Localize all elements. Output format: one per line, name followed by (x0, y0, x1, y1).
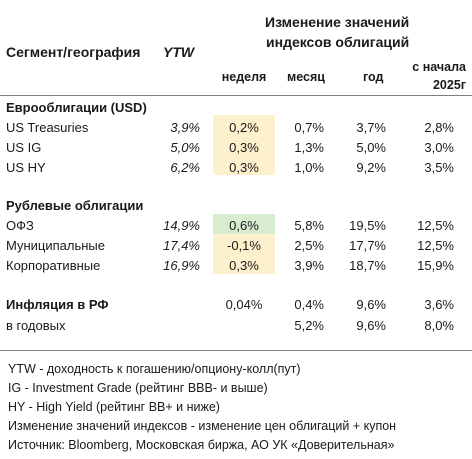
col-week-header: неделя (221, 70, 267, 84)
week-highlight-ofz (213, 214, 275, 234)
note-ytw: YTW - доходность к погашению/опциону-кол… (8, 362, 301, 376)
row-name: US Treasuries (6, 120, 89, 135)
row-name: ОФЗ (6, 218, 34, 233)
note-hy: HY - High Yield (рейтинг BB+ и ниже) (8, 400, 220, 414)
row-ytw: 14,9% (163, 218, 200, 233)
notes-rule (0, 350, 472, 351)
row-ytd: 3,0% (424, 140, 454, 155)
change-title-line1: Изменение значений (265, 14, 410, 30)
inflation-annual-month: 5,2% (294, 318, 324, 333)
row-name: Корпоративные (6, 258, 101, 273)
row-ytw: 17,4% (163, 238, 200, 253)
row-year: 17,7% (349, 238, 386, 253)
row-ytw: 3,9% (170, 120, 200, 135)
note-index-change: Изменение значений индексов - изменение … (8, 419, 397, 433)
row-ytd: 12,5% (417, 238, 454, 253)
row-year: 19,5% (349, 218, 386, 233)
inflation-annual-year: 9,6% (356, 318, 386, 333)
inflation-ytd: 3,6% (424, 297, 454, 312)
row-week: 0,3% (229, 160, 259, 175)
row-ytw: 16,9% (163, 258, 200, 273)
col-month-header: месяц (287, 70, 325, 84)
segment-header: Сегмент/география (6, 44, 141, 60)
row-ytd: 12,5% (417, 218, 454, 233)
row-ytd: 2,8% (424, 120, 454, 135)
section-title-rub-bonds: Рублевые облигации (6, 198, 144, 213)
row-month: 1,3% (294, 140, 324, 155)
col-ytd-header: с начала 2025г (412, 60, 466, 92)
change-title-line2: индексов облигаций (266, 34, 410, 50)
note-ig: IG - Investment Grade (рейтинг BBB- и вы… (8, 381, 268, 395)
col-year-header: год (363, 70, 384, 84)
row-week: 0,3% (229, 140, 259, 155)
row-year: 3,7% (356, 120, 386, 135)
row-name: US IG (6, 140, 42, 155)
inflation-annual-label: в годовых (6, 318, 66, 333)
inflation-month: 0,4% (294, 297, 324, 312)
row-month: 3,9% (294, 258, 324, 273)
inflation-year: 9,6% (356, 297, 386, 312)
section-title-eurobonds: Еврооблигации (USD) (6, 100, 147, 115)
inflation-week: 0,04% (225, 297, 263, 312)
row-name: Муниципальные (6, 238, 106, 253)
row-ytd: 3,5% (424, 160, 454, 175)
inflation-annual-ytd: 8,0% (424, 318, 454, 333)
row-ytd: 15,9% (417, 258, 454, 273)
week-highlight-rub (213, 234, 275, 274)
row-week: 0,6% (229, 218, 259, 233)
header-rule (0, 95, 472, 96)
row-month: 2,5% (294, 238, 324, 253)
row-year: 9,2% (356, 160, 386, 175)
row-week: 0,2% (229, 120, 259, 135)
inflation-label: Инфляция в РФ (6, 297, 109, 312)
row-year: 5,0% (356, 140, 386, 155)
note-source: Источник: Bloomberg, Московская биржа, А… (8, 438, 395, 452)
row-month: 0,7% (294, 120, 324, 135)
row-month: 1,0% (294, 160, 324, 175)
ytw-header: YTW (163, 44, 195, 60)
row-week: 0,3% (229, 258, 259, 273)
row-name: US HY (6, 160, 46, 175)
row-month: 5,8% (294, 218, 324, 233)
row-year: 18,7% (349, 258, 386, 273)
week-highlight-eurobonds (213, 115, 275, 175)
row-ytw: 6,2% (170, 160, 200, 175)
row-week: -0,1% (227, 238, 261, 253)
row-ytw: 5,0% (170, 140, 200, 155)
